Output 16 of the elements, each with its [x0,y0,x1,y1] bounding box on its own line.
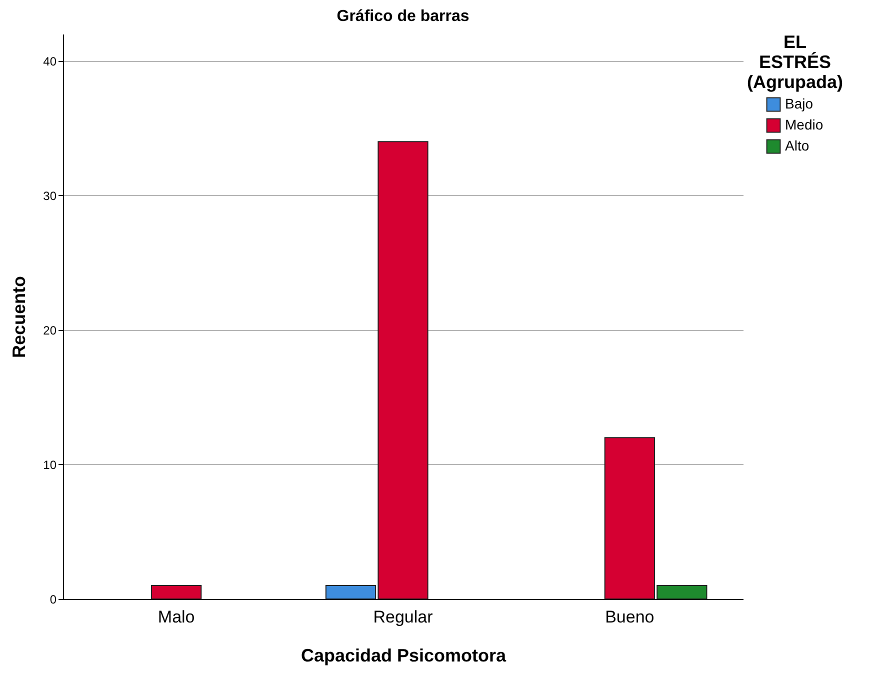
bar [151,585,202,600]
y-axis-title: Recuento [9,276,30,358]
x-tick-label: Bueno [605,608,654,626]
legend-title: EL ESTRÉS (Agrupada) [747,32,843,92]
x-tick-label: Malo [158,608,195,626]
y-tick-label: 20 [43,323,57,338]
y-tick-label: 10 [43,458,57,472]
legend-label: Medio [785,116,824,132]
y-tick-label: 0 [50,592,57,606]
chart-title: Gráfico de barras [336,8,470,25]
legend-label: Alto [785,138,810,154]
y-tick-label: 30 [43,188,57,203]
x-tick-label: Regular [373,608,434,626]
y-tick-label: 40 [43,54,57,68]
x-axis-title: Capacidad Psicomotora [300,646,508,666]
legend-label: Bajo [785,96,814,112]
